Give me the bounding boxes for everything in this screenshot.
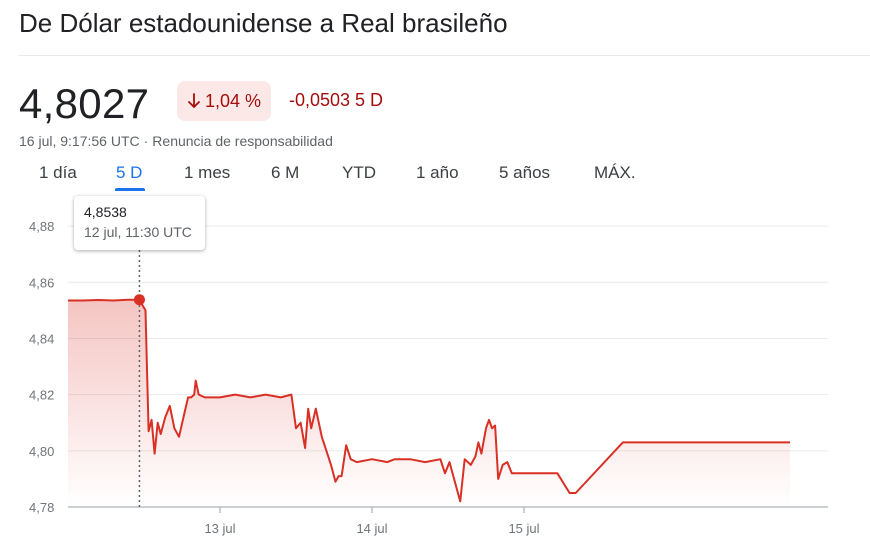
- series-line: [68, 298, 790, 503]
- separator: ·: [143, 133, 149, 149]
- y-tick-label: 4,84: [29, 331, 54, 346]
- timestamp: 16 jul, 9:17:56 UTC: [19, 133, 140, 149]
- active-tab-indicator: [115, 188, 145, 191]
- y-tick-label: 4,78: [29, 500, 54, 515]
- tab-max[interactable]: MÁX.: [594, 163, 636, 182]
- x-tick-label: 14 jul: [356, 521, 387, 536]
- tooltip-value: 4,8538: [84, 204, 127, 220]
- tab-6-months[interactable]: 6 M: [271, 163, 300, 182]
- chart-tooltip: 4,8538 12 jul, 11:30 UTC: [74, 196, 205, 250]
- tooltip-time: 12 jul, 11:30 UTC: [84, 224, 192, 240]
- arrow-down-icon: [187, 93, 201, 109]
- y-tick-label: 4,86: [29, 275, 54, 290]
- tab-5-days[interactable]: 5 D: [116, 163, 143, 182]
- page-title: De Dólar estadounidense a Real brasileño: [19, 8, 508, 38]
- y-tick-label: 4,82: [29, 388, 54, 403]
- x-tick-label: 15 jul: [508, 521, 539, 536]
- tab-1-day[interactable]: 1 día: [39, 163, 77, 182]
- tab-1-year[interactable]: 1 año: [416, 163, 459, 182]
- tab-5-years[interactable]: 5 años: [499, 163, 551, 182]
- series-area: [68, 299, 790, 507]
- change-absolute: -0,0503 5 D: [289, 90, 384, 110]
- disclaimer-link[interactable]: Renuncia de responsabilidad: [152, 133, 333, 149]
- change-percent-value: 1,04 %: [205, 90, 262, 111]
- change-percent-badge: 1,04 %: [177, 81, 272, 121]
- header-divider: [19, 55, 870, 56]
- hover-point: [133, 294, 145, 306]
- tab-1-month[interactable]: 1 mes: [184, 163, 231, 182]
- tab-ytd[interactable]: YTD: [342, 163, 376, 182]
- y-tick-label: 4,80: [29, 444, 54, 459]
- x-tick-label: 13 jul: [204, 521, 235, 536]
- current-price: 4,8027: [19, 80, 150, 127]
- timestamp-line: 16 jul, 9:17:56 UTC · Renuncia de responsa…: [19, 133, 333, 149]
- y-tick-label: 4,88: [29, 219, 54, 234]
- price-chart[interactable]: 4,78 4,80 4,82 4,84 4,86 4,88 13 jul 14 jul 15 j…: [0, 195, 870, 555]
